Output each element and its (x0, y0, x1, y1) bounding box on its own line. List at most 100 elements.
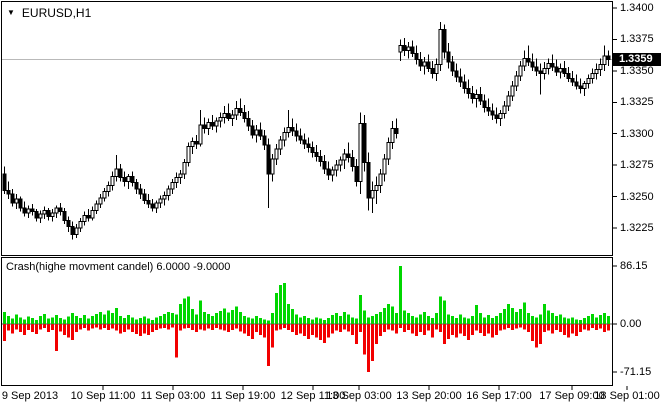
histogram-bar-up (111, 313, 114, 324)
histogram-bar-down (459, 324, 462, 334)
candle-bullish (594, 69, 599, 74)
histogram-bar-up (563, 317, 566, 324)
histogram-bar-down (127, 324, 130, 330)
candle-bullish (438, 28, 443, 66)
candle-bearish (578, 85, 583, 89)
histogram-bar-down (147, 324, 150, 335)
histogram-bar-up (515, 311, 518, 324)
histogram-bar-up (495, 315, 498, 324)
histogram-bar-up (175, 314, 178, 324)
candle-bearish (118, 168, 123, 179)
price-axis-label: 1.3350 (620, 64, 654, 77)
candle-bullish (42, 209, 47, 215)
histogram-bar-up (335, 313, 338, 324)
candle-bearish (450, 61, 455, 72)
histogram-bar-up (451, 315, 454, 324)
histogram-bar-up (419, 314, 422, 324)
candle-bearish (2, 173, 7, 191)
histogram-bar-down (375, 324, 378, 345)
histogram-bar-up (559, 314, 562, 324)
histogram-bar-down (391, 324, 394, 331)
candle-bullish (522, 57, 527, 67)
histogram-bar-down (387, 324, 390, 330)
candle-bullish (370, 189, 375, 199)
histogram-bar-up (291, 309, 294, 324)
candle-bullish (254, 129, 259, 136)
histogram-bar-down (407, 324, 410, 331)
histogram-bar-down (47, 324, 50, 333)
histogram-bar-up (571, 317, 574, 324)
candle-bullish (214, 120, 219, 127)
histogram-bar-up (83, 315, 86, 324)
histogram-bar-down (207, 324, 210, 329)
histogram-bar-down (547, 324, 550, 331)
histogram-bar-up (27, 316, 30, 324)
histogram-bar-down (319, 324, 322, 341)
histogram-bar-up (391, 306, 394, 324)
candle-bullish (406, 46, 411, 52)
histogram-bar-up (283, 282, 286, 324)
histogram-bar-up (363, 310, 366, 324)
symbol-header: ▼ EURUSD,H1 (7, 6, 91, 20)
candle-bullish (334, 164, 339, 171)
histogram-bar-down (87, 324, 90, 331)
histogram-bar-up (395, 313, 398, 324)
candle-bullish (278, 139, 283, 150)
histogram-bar-up (151, 319, 154, 324)
histogram-bar-up (343, 311, 346, 324)
candle-bearish (34, 211, 39, 219)
histogram-bar-down (55, 324, 58, 351)
candle-bearish (534, 66, 539, 72)
histogram-bar-down (163, 324, 166, 329)
histogram-bar-up (11, 318, 14, 324)
candle-bullish (158, 198, 163, 204)
histogram-bar-up (35, 319, 38, 324)
histogram-bar-up (51, 317, 54, 324)
histogram-bar-down (431, 324, 434, 338)
candle-bullish (518, 65, 523, 77)
histogram-bar-down (355, 324, 358, 345)
histogram-bar-up (215, 313, 218, 324)
histogram-bar-up (607, 315, 610, 324)
histogram-bar-up (91, 315, 94, 324)
candle-bullish (558, 67, 563, 73)
histogram-bar-up (467, 318, 470, 324)
histogram-bar-down (139, 324, 142, 337)
histogram-bar-down (259, 324, 262, 335)
histogram-bar-up (103, 314, 106, 324)
candle-bullish (26, 208, 31, 214)
candle-bullish (178, 173, 183, 179)
histogram-bar-down (435, 324, 438, 330)
histogram-bar-down (555, 324, 558, 331)
histogram-bar-down (383, 324, 386, 333)
price-chart-panel[interactable] (1, 1, 613, 256)
histogram-bar-up (591, 313, 594, 324)
histogram-bar-down (475, 324, 478, 331)
candle-bearish (258, 129, 263, 137)
chevron-down-icon[interactable]: ▼ (7, 8, 15, 17)
histogram-bar-up (339, 315, 342, 324)
histogram-bar-down (563, 324, 566, 335)
histogram-bar-up (271, 313, 274, 324)
candle-bullish (102, 191, 107, 199)
histogram-bar-up (235, 306, 238, 324)
candle-bullish (502, 105, 507, 115)
histogram-bar-up (3, 311, 6, 324)
histogram-bar-down (507, 324, 510, 329)
histogram-bar-up (435, 313, 438, 324)
histogram-bar-up (163, 313, 166, 324)
candle-bearish (554, 66, 559, 73)
candle-bullish (422, 61, 427, 67)
histogram-bar-up (511, 307, 514, 324)
histogram-bar-down (579, 324, 582, 333)
histogram-bar-up (115, 307, 118, 324)
histogram-bar-down (443, 324, 446, 345)
histogram-bar-down (359, 324, 362, 333)
candle-bearish (570, 77, 575, 83)
histogram-bar-up (579, 319, 582, 324)
candle-bearish (10, 193, 15, 204)
histogram-bar-up (231, 309, 234, 324)
candle-bearish (418, 59, 423, 67)
